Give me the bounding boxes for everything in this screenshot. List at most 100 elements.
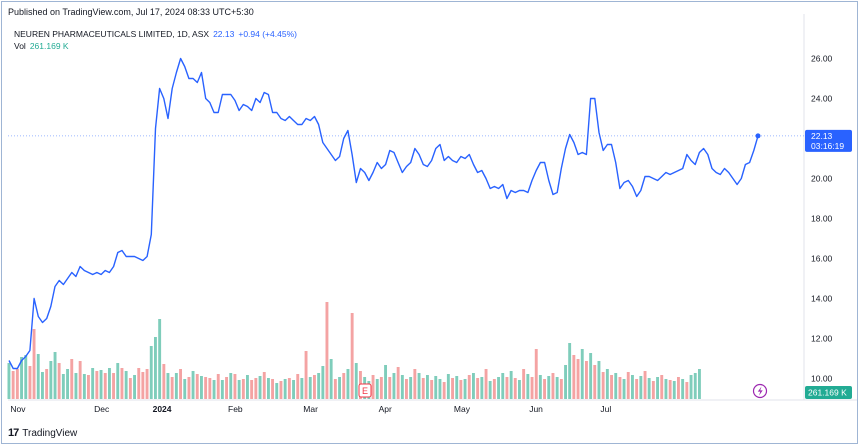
volume-bar <box>693 373 697 399</box>
price-series-line <box>8 57 759 370</box>
volume-bar <box>618 377 622 399</box>
volume-bar <box>99 370 103 399</box>
time-axis-ticks: Nov Dec 2024 Feb Mar Apr May Jun Jul <box>10 404 611 414</box>
dividend-marker[interactable] <box>752 383 768 399</box>
volume-bar <box>338 377 341 399</box>
volume-bar <box>371 375 375 399</box>
volume-bar <box>158 319 162 399</box>
volume-bar <box>108 368 111 399</box>
volume-bar <box>333 379 337 399</box>
volume-bar <box>329 359 333 399</box>
volume-bar <box>375 379 379 399</box>
volume-bar <box>112 373 115 399</box>
volume-bar <box>179 369 182 399</box>
footer-brand[interactable]: 17 TradingView <box>8 427 77 439</box>
x-tick-label: Nov <box>10 404 26 414</box>
volume-bar <box>672 381 676 399</box>
volume-bar <box>492 379 496 399</box>
volume-bar <box>501 373 505 399</box>
volume-bar <box>438 379 442 399</box>
volume-bar <box>237 380 241 399</box>
volume-bar <box>154 337 157 399</box>
volume-badge-value: 261.169 K <box>808 388 847 398</box>
volume-bar <box>467 375 471 399</box>
volume-bar <box>534 349 538 399</box>
volume-bar <box>698 369 701 399</box>
volume-bar <box>392 373 396 399</box>
volume-bar <box>639 376 643 399</box>
volume-bar <box>484 369 488 399</box>
volume-bar <box>279 381 283 399</box>
chart-legend: NEUREN PHARMACEUTICALS LIMITED, 1D, ASX 2… <box>14 28 297 40</box>
volume-bar <box>137 368 141 399</box>
volume-bar <box>220 380 224 399</box>
volume-bar <box>601 372 605 399</box>
volume-legend-label[interactable]: Vol <box>14 41 26 51</box>
price-badge: 22.13 03:16:19 <box>805 129 852 152</box>
x-tick-label: Mar <box>303 404 318 414</box>
volume-bar <box>283 379 287 399</box>
earnings-icon[interactable] <box>358 383 372 398</box>
volume-bar <box>271 379 274 399</box>
volume-bar <box>162 364 166 399</box>
x-tick-label: 2024 <box>153 404 172 414</box>
volume-bar <box>689 375 693 399</box>
volume-bar <box>308 377 312 399</box>
volume-bar <box>509 371 513 399</box>
volume-bar <box>614 373 618 399</box>
volume-bar <box>426 375 429 399</box>
price-badge-background <box>805 129 852 152</box>
volume-bar <box>91 368 95 399</box>
volume-bar <box>267 378 270 399</box>
volume-bar <box>564 365 567 399</box>
earnings-marker[interactable]: E <box>358 383 372 398</box>
price-badge-value: 22.13 <box>811 131 833 141</box>
x-tick-label: May <box>454 404 471 414</box>
volume-bar <box>451 378 454 399</box>
volume-bar <box>622 379 626 399</box>
volume-bar <box>656 377 659 399</box>
legend-value: 22.13 <box>213 29 235 39</box>
volume-bar <box>605 369 609 399</box>
volume-bar <box>187 377 191 399</box>
volume-bar <box>421 378 425 399</box>
volume-bar <box>459 380 463 399</box>
volume-bar <box>28 366 32 399</box>
volume-bar <box>287 378 291 399</box>
volume-bar <box>505 377 509 399</box>
volume-bar <box>304 351 308 399</box>
volume-bar <box>225 377 228 399</box>
volume-bar <box>497 377 500 399</box>
volume-bar <box>434 376 438 399</box>
published-caption: Published on TradingView.com, Jul 17, 20… <box>8 7 254 17</box>
volume-bar <box>208 378 212 399</box>
volume-bar <box>20 357 23 399</box>
legend-symbol[interactable]: NEUREN PHARMACEUTICALS LIMITED, 1D, ASX <box>14 29 210 39</box>
volume-bar <box>396 367 400 399</box>
volume-bar <box>24 355 28 399</box>
volume-bar <box>57 363 61 399</box>
volume-bar <box>145 369 149 399</box>
x-tick-label: Jul <box>600 404 611 414</box>
volume-bar <box>551 373 555 399</box>
volume-bar <box>513 378 517 399</box>
volume-bar <box>647 378 651 399</box>
y-tick-label: 24.00 <box>811 94 833 104</box>
volume-bar <box>400 375 404 399</box>
volume-bar <box>388 377 392 399</box>
volume-bar <box>41 372 44 399</box>
volume-bar <box>480 377 484 399</box>
volume-bar <box>313 375 316 399</box>
volume-bar <box>191 371 195 399</box>
volume-bar <box>589 353 593 399</box>
volume-bar <box>442 382 446 399</box>
volume-bar <box>124 371 128 399</box>
volume-bar <box>258 376 262 399</box>
volume-bar <box>7 363 11 399</box>
lightning-bolt-icon <box>757 386 763 396</box>
price-badge-countdown: 03:16:19 <box>811 141 844 151</box>
volume-bar <box>204 377 208 399</box>
tradingview-logo-icon: 17 <box>8 427 19 439</box>
y-tick-label: 26.00 <box>811 54 833 64</box>
